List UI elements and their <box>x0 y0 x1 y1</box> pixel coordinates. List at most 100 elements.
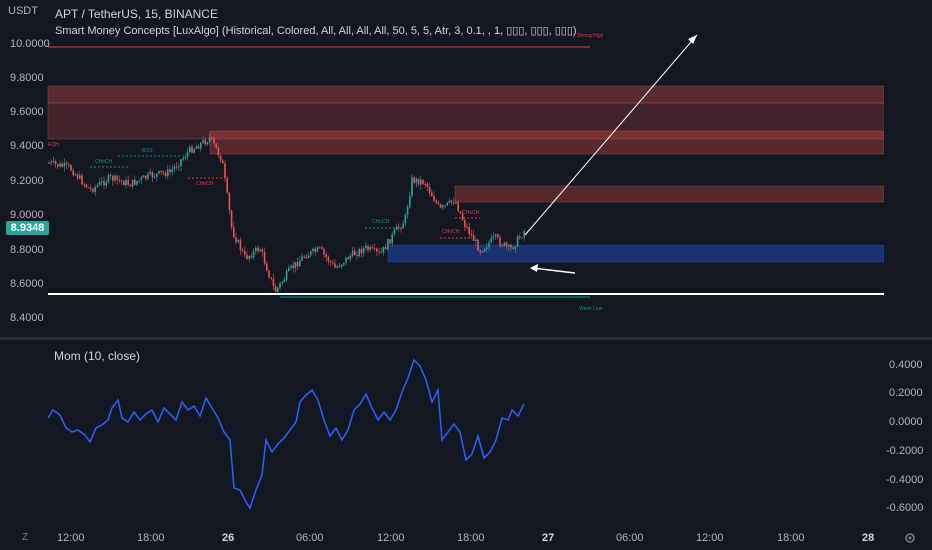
candle-body <box>490 237 492 243</box>
candle-body <box>299 260 301 267</box>
candle-body <box>171 169 173 172</box>
candle-body <box>281 281 283 284</box>
candle-body <box>384 246 387 250</box>
candle-body <box>494 234 497 237</box>
candle-body <box>175 166 178 168</box>
candle-body <box>373 248 376 250</box>
gear-icon[interactable] <box>903 531 917 545</box>
price-chart-canvas[interactable] <box>0 0 884 336</box>
candle-body <box>422 179 424 184</box>
candle-body <box>112 175 114 181</box>
candle-body <box>312 248 314 252</box>
candle-body <box>83 184 85 186</box>
candle-body <box>50 161 52 164</box>
candle-body <box>420 179 422 185</box>
candle-body <box>400 227 402 229</box>
time-label-day: 28 <box>862 532 875 544</box>
candle-body <box>151 172 154 178</box>
pane-separator[interactable] <box>0 337 932 340</box>
indicator-title[interactable]: Smart Money Concepts [LuxAlgo] (Historic… <box>55 25 577 37</box>
candle-body <box>439 204 442 208</box>
candle-body <box>398 226 400 228</box>
candle-body <box>167 169 169 177</box>
projection-arrow-line[interactable] <box>524 34 698 236</box>
candle-body <box>477 239 479 251</box>
candle-body <box>59 163 61 167</box>
candle-body <box>189 146 191 153</box>
candle-body <box>274 286 277 293</box>
candle-body <box>371 247 374 249</box>
candle-body <box>327 257 330 262</box>
candle-body <box>497 234 499 238</box>
mom-tick: -0.4000 <box>886 474 924 486</box>
candle-body <box>109 175 112 177</box>
candle-body <box>349 255 352 260</box>
candle-body <box>285 270 288 280</box>
candle-body <box>499 237 501 246</box>
candle-body <box>222 160 224 164</box>
week-low-label: Week Low <box>579 306 603 312</box>
candle-body <box>237 240 239 243</box>
pointer-arrow-line[interactable] <box>531 267 576 274</box>
candle-body <box>296 261 299 267</box>
candle-body <box>118 179 121 181</box>
candle-body <box>149 172 151 174</box>
candle-body <box>70 165 72 171</box>
candle-body <box>428 186 431 193</box>
momentum-pane[interactable]: Mom (10, close) <box>0 340 884 527</box>
price-chart-pane[interactable]: APT / TetherUS, 15, BINANCE Smart Money … <box>0 0 884 336</box>
candle-body <box>435 201 437 203</box>
candle-body <box>184 157 187 159</box>
candle-body <box>362 248 365 254</box>
candle-body <box>81 175 83 185</box>
candle-body <box>230 210 233 228</box>
candle-body <box>301 256 303 261</box>
candle-body <box>433 196 435 202</box>
candle-body <box>461 213 464 221</box>
momentum-canvas[interactable] <box>0 340 884 527</box>
candle-body <box>197 146 200 149</box>
candle-body <box>257 247 259 252</box>
candle-body <box>248 255 250 259</box>
candle-body <box>468 227 470 235</box>
price-tick: 8.8000 <box>10 244 44 256</box>
candle-body <box>72 170 74 176</box>
momentum-title[interactable]: Mom (10, close) <box>54 349 141 363</box>
candle-body <box>378 251 380 253</box>
candle-body <box>444 205 446 207</box>
candle-body <box>226 178 228 193</box>
candle-body <box>367 245 369 251</box>
candle-body <box>193 148 195 153</box>
candle-body <box>134 179 136 185</box>
candle-body <box>314 248 316 252</box>
time-axis[interactable]: Z 12:00 18:00 26 06:00 12:00 18:00 27 06… <box>0 527 932 550</box>
time-label: 06:00 <box>616 532 644 544</box>
candle-body <box>219 155 222 161</box>
right-price-scale[interactable]: 0.4000 0.2000 0.0000 -0.2000 -0.4000 -0.… <box>884 0 932 527</box>
candle-body <box>382 246 385 253</box>
timezone-icon[interactable]: Z <box>22 532 29 543</box>
candle-body <box>413 177 415 183</box>
candle-body <box>316 247 319 252</box>
strong-high-label: Strong High <box>577 33 604 39</box>
choch-label-5: CHoCH <box>462 210 480 216</box>
candle-body <box>68 164 70 166</box>
candle-body <box>233 227 235 237</box>
candle-body <box>272 278 275 287</box>
candle-body <box>292 265 294 269</box>
choch-label-3: CHoCH <box>372 219 390 225</box>
price-tick: 8.4000 <box>10 312 44 324</box>
candle-body <box>123 181 125 186</box>
candle-body <box>354 250 356 256</box>
candle-body <box>182 157 184 160</box>
candle-body <box>76 174 79 179</box>
candle-body <box>202 140 204 143</box>
candle-body <box>48 163 50 164</box>
candle-body <box>200 142 202 149</box>
bearish-order-block-small <box>454 185 884 203</box>
candle-body <box>173 166 176 170</box>
candle-body <box>431 192 433 197</box>
symbol-title[interactable]: APT / TetherUS, 15, BINANCE <box>55 7 218 21</box>
candle-body <box>369 247 371 251</box>
candle-body <box>138 180 140 182</box>
